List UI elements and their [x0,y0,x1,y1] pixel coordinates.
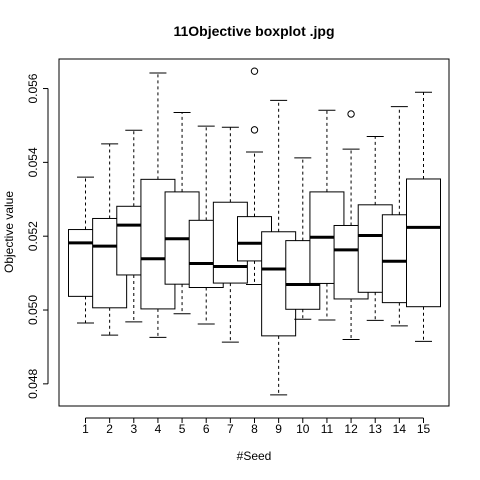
x-tick-label: 6 [203,422,210,436]
y-tick-label: 0.056 [26,73,40,103]
iqr-box [406,178,441,308]
plot-frame [58,58,450,407]
box-series [68,67,441,396]
y-axis: 0.048 0.050 0.052 0.054 0.056 [26,73,49,399]
box-seed-15 [406,91,441,342]
x-tick-label: 10 [296,422,310,436]
x-axis: 1 2 3 4 5 6 7 8 9 10 11 12 13 14 15 [82,417,431,436]
y-tick-label: 0.054 [26,147,40,177]
x-tick-label: 7 [227,422,234,436]
y-tick-label: 0.052 [26,221,40,251]
outlier-point [250,67,259,75]
x-tick-label: 13 [369,422,383,436]
x-tick-label: 11 [321,422,334,436]
chart-title: 11Objective boxplot .jpg [173,23,334,39]
y-tick-label: 0.048 [26,369,40,399]
outlier-point [347,110,355,118]
x-tick-label: 15 [417,422,431,436]
x-tick-label: 2 [106,422,113,436]
x-tick-label: 12 [344,422,358,436]
x-tick-label: 1 [82,422,89,436]
x-tick-label: 9 [275,422,282,436]
x-tick-label: 8 [251,422,258,436]
x-tick-label: 14 [393,422,407,436]
x-tick-label: 3 [130,422,137,436]
y-axis-label: Objective value [2,191,16,273]
outlier-point [250,126,259,134]
x-axis-label: #Seed [237,449,272,463]
x-tick-label: 5 [179,422,186,436]
y-tick-label: 0.050 [26,295,40,325]
x-tick-label: 4 [155,422,162,436]
